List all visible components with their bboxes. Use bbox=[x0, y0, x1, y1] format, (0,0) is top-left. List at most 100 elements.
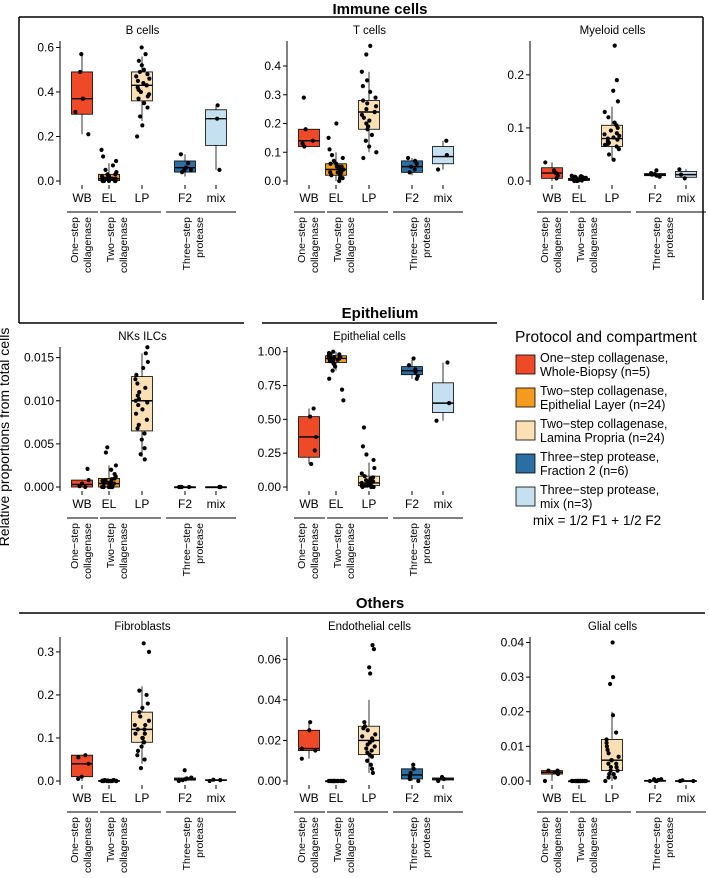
data-point bbox=[361, 425, 367, 430]
data-point bbox=[362, 724, 368, 729]
x-tick-label-mix: mix bbox=[207, 791, 226, 805]
data-point bbox=[364, 746, 369, 751]
x-tick-label-mix: mix bbox=[434, 497, 453, 511]
data-point bbox=[604, 737, 609, 742]
data-point bbox=[143, 722, 148, 728]
legend-swatch-mix bbox=[515, 486, 536, 507]
data-point bbox=[143, 385, 148, 390]
group-label-three-step-line2: protease bbox=[194, 217, 206, 258]
data-point bbox=[341, 398, 346, 403]
y-tick-label: 0.2 bbox=[264, 117, 281, 131]
data-point bbox=[76, 776, 81, 781]
y-tick-label: 0.25 bbox=[258, 446, 282, 460]
data-point bbox=[551, 168, 557, 173]
data-point bbox=[583, 175, 588, 180]
group-label-three-step-line2: protease bbox=[664, 217, 676, 258]
data-point bbox=[407, 170, 412, 175]
data-point bbox=[132, 722, 137, 728]
data-point bbox=[678, 172, 684, 177]
data-point bbox=[608, 128, 614, 133]
x-tick-label-lp: LP bbox=[135, 191, 150, 205]
panel-t-cells: T cells 0.0 0.1 0.2 0.3 0.4 WB EL LP F2 mix One−ste… bbox=[264, 25, 463, 273]
data-point bbox=[146, 92, 152, 97]
x-tick-label-f2: F2 bbox=[405, 191, 419, 205]
data-point bbox=[542, 778, 548, 784]
data-point bbox=[329, 153, 335, 158]
data-point bbox=[133, 377, 138, 382]
x-tick-label-mix: mix bbox=[434, 791, 453, 805]
y-tick-label: 0.0 bbox=[264, 174, 281, 188]
x-tick-label-lp: LP bbox=[362, 191, 377, 205]
group-label-two-step-line1: Two−step bbox=[105, 217, 117, 262]
data-point bbox=[146, 718, 152, 723]
group-label-two-step-line2: collagenase bbox=[118, 817, 130, 873]
data-point bbox=[370, 479, 376, 484]
data-point bbox=[335, 170, 340, 175]
data-point bbox=[144, 83, 149, 88]
x-tick-label-wb: WB bbox=[542, 191, 561, 205]
data-point bbox=[86, 132, 91, 137]
data-point bbox=[139, 437, 144, 442]
data-point bbox=[365, 750, 370, 755]
group-label-one-step-line1: One−step bbox=[69, 817, 81, 863]
data-point bbox=[142, 727, 147, 732]
group-label-three-step-line1: Three−step bbox=[651, 817, 663, 871]
x-tick-label-wb: WB bbox=[72, 791, 91, 805]
x-tick-label-mix: mix bbox=[207, 191, 226, 205]
legend-label-mix-line2: mix (n=3) bbox=[540, 497, 592, 511]
group-label-one-step-line1: One−step bbox=[296, 217, 308, 263]
data-point bbox=[109, 467, 114, 472]
group-label-one-step-line1: One−step bbox=[296, 817, 308, 863]
data-point bbox=[83, 753, 88, 758]
data-point bbox=[578, 174, 584, 179]
data-point bbox=[363, 138, 368, 143]
group-label-one-step-line2: collagenase bbox=[309, 217, 321, 273]
group-label-one-step-line2: collagenase bbox=[82, 817, 94, 873]
data-point bbox=[611, 157, 616, 162]
data-point bbox=[691, 778, 696, 784]
panel-title-epithelial-cells: Epithelial cells bbox=[333, 331, 406, 343]
data-point bbox=[408, 770, 413, 775]
group-label-one-step-line2: collagenase bbox=[552, 817, 564, 873]
x-tick-label-f2: F2 bbox=[648, 791, 662, 805]
panel-epithelial-cells: Epithelial cells 0.00 0.25 0.50 0.75 1.00 WB EL… bbox=[258, 331, 463, 579]
data-point bbox=[616, 754, 621, 759]
data-point bbox=[608, 765, 613, 770]
data-point bbox=[654, 168, 659, 173]
data-point bbox=[610, 640, 615, 645]
data-point bbox=[145, 72, 150, 77]
data-point bbox=[326, 135, 331, 140]
data-point bbox=[207, 778, 212, 784]
data-point bbox=[614, 78, 619, 83]
x-tick-label-wb: WB bbox=[299, 191, 318, 205]
y-tick-label: 0.000 bbox=[24, 480, 54, 494]
legend: Protocol and compartment One−step collag… bbox=[515, 329, 697, 528]
group-label-two-step-line2: collagenase bbox=[345, 523, 357, 579]
data-point bbox=[139, 63, 144, 68]
group-label-two-step-line2: collagenase bbox=[345, 217, 357, 273]
y-tick-label: 0.02 bbox=[258, 733, 282, 747]
x-tick-label-lp: LP bbox=[362, 497, 377, 511]
data-point bbox=[114, 169, 119, 175]
data-point bbox=[327, 376, 332, 381]
data-point bbox=[337, 352, 342, 357]
data-point bbox=[135, 393, 140, 398]
data-point bbox=[136, 96, 141, 101]
data-point bbox=[73, 109, 78, 115]
data-point bbox=[677, 167, 682, 172]
data-point bbox=[364, 452, 369, 457]
data-point bbox=[331, 349, 336, 354]
legend-label-mix-line1: Three−step protease, bbox=[540, 483, 659, 497]
data-point bbox=[310, 138, 316, 143]
data-point bbox=[136, 402, 141, 408]
data-point bbox=[606, 751, 611, 756]
data-point bbox=[313, 434, 319, 440]
legend-label-lp-line1: Two−step collagenase, bbox=[540, 417, 668, 431]
data-point bbox=[140, 735, 145, 741]
legend-swatch-wb bbox=[515, 354, 536, 375]
data-point bbox=[331, 158, 336, 163]
data-point bbox=[609, 758, 614, 763]
data-point bbox=[444, 153, 449, 158]
y-tick-label: 0.2 bbox=[37, 688, 54, 702]
data-point bbox=[369, 748, 374, 753]
